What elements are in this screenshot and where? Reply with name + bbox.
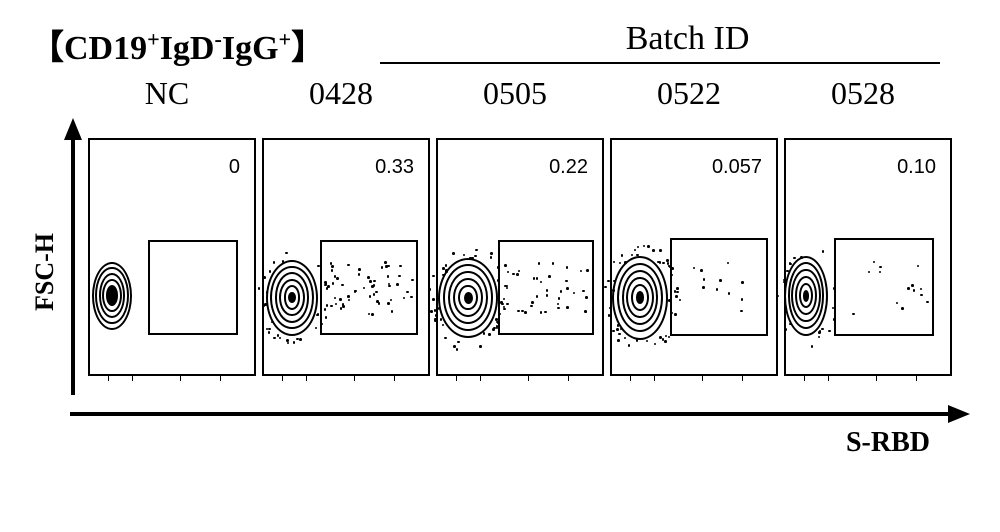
facs-plot: 0.10: [784, 138, 952, 376]
batch-underline: [380, 62, 940, 64]
y-axis-label: FSC-H: [30, 203, 60, 311]
gate-percent: 0.33: [375, 156, 414, 179]
column-labels-row: NC0428050505220528: [30, 75, 970, 112]
batch-id-header: Batch ID: [365, 20, 970, 58]
facs-plot: 0.22: [436, 138, 604, 376]
gate-box: [148, 240, 238, 335]
facs-plot: 0: [88, 138, 256, 376]
column-label: 0505: [428, 75, 602, 112]
gate-box: [670, 238, 768, 336]
column-label: 0428: [254, 75, 428, 112]
x-axis-arrow: [30, 405, 970, 423]
column-label: NC: [80, 75, 254, 112]
gating-label: 【CD19+IgD-IgG+】: [30, 20, 325, 69]
column-label: 0522: [602, 75, 776, 112]
column-label: 0528: [776, 75, 950, 112]
facs-plot: 0.057: [610, 138, 778, 376]
gate-box: [834, 238, 934, 336]
facs-plot: 0.33: [262, 138, 430, 376]
y-axis-arrow: [64, 118, 82, 395]
gate-percent: 0.057: [712, 156, 762, 179]
x-axis-label: S-RBD: [30, 427, 970, 459]
gate-percent: 0.22: [549, 156, 588, 179]
gate-box: [320, 240, 418, 335]
gate-percent: 0: [229, 156, 240, 179]
plots-row: 0 0.33 0.22 0.057 0.10: [88, 138, 952, 376]
gate-percent: 0.10: [897, 156, 936, 179]
gate-box: [498, 240, 594, 335]
